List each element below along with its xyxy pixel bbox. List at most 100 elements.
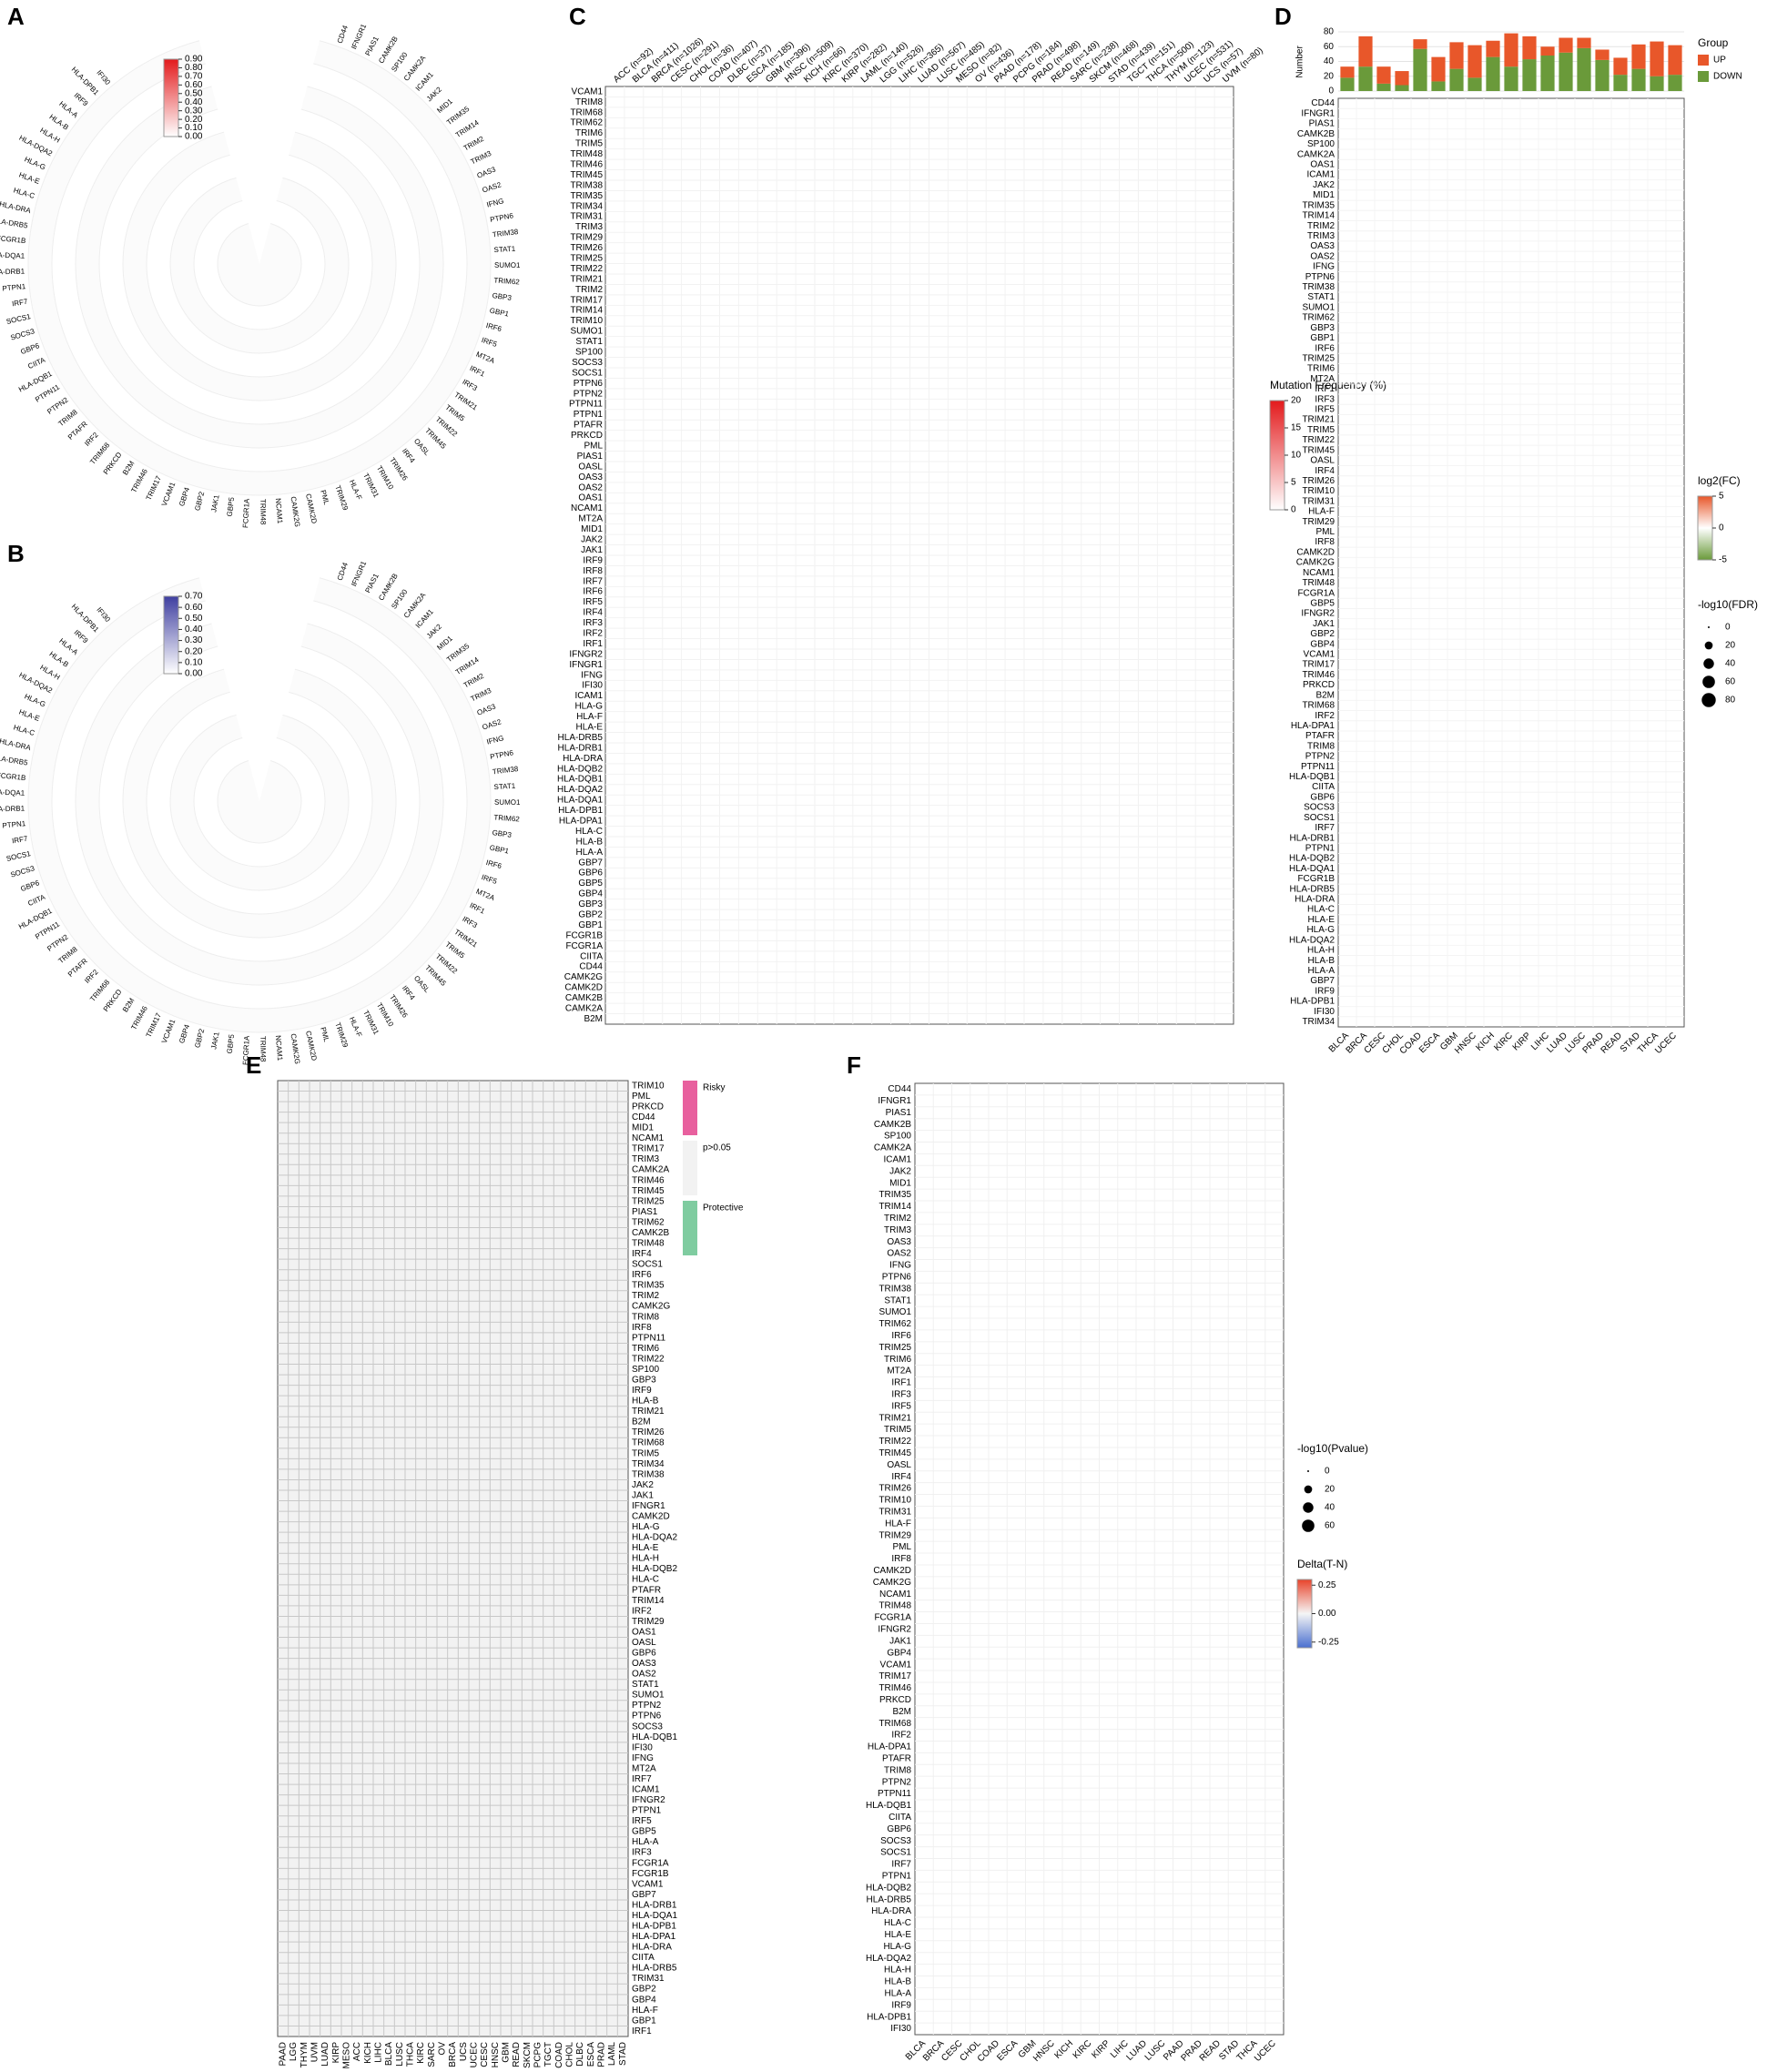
gene-label: TRIM17 <box>145 474 163 502</box>
col-label: BLCA <box>384 2042 394 2066</box>
row-label: HLA-E <box>576 722 604 732</box>
row-label: GBP5 <box>578 879 603 889</box>
gene-label: GBP4 <box>178 486 191 508</box>
gene-label: HLA-G <box>23 155 46 171</box>
legend-tick-label: 10 <box>1291 451 1302 461</box>
gene-label: SUMO1 <box>494 798 521 807</box>
gene-label: HLA-DRA <box>0 199 32 215</box>
row-label: PTPN6 <box>574 379 604 389</box>
y-axis-title: Number <box>1295 46 1305 78</box>
gene-label: TRIM38 <box>492 765 519 776</box>
gene-label: IFI30 <box>95 605 112 624</box>
gene-label: SUMO1 <box>494 261 521 269</box>
legend-tick-label: 0.50 <box>185 614 203 624</box>
bar-segment <box>1613 57 1628 76</box>
col-label: UCEC <box>1253 2038 1278 2064</box>
row-label: SUMO1 <box>1302 302 1335 312</box>
col-label: COAD <box>554 2042 564 2068</box>
row-label: SP100 <box>632 1365 659 1375</box>
legend-tick-label: 0.00 <box>185 669 203 679</box>
row-label: GBP2 <box>1310 629 1335 639</box>
row-label: HLA-H <box>1307 946 1335 956</box>
gene-label: GBP2 <box>193 1028 206 1049</box>
bar-segment <box>1413 39 1427 49</box>
row-label: GBP2 <box>632 1985 656 1995</box>
row-label: CAMK2B <box>632 1228 669 1238</box>
gene-label: GBP1 <box>489 844 510 856</box>
gene-label: TRIM10 <box>375 1001 395 1029</box>
row-label: SOCS1 <box>1304 813 1335 823</box>
legend-size-dot <box>1304 1485 1313 1494</box>
bar-segment <box>1595 49 1610 60</box>
panel-label: A <box>7 3 25 30</box>
row-label: OAS2 <box>632 1670 656 1680</box>
panel-label: B <box>7 540 25 567</box>
legend-tick-label: -0.25 <box>1318 1637 1339 1647</box>
row-label: IRF1 <box>1315 384 1335 394</box>
row-label: TRIM29 <box>570 233 603 243</box>
row-label: GBP4 <box>887 1648 911 1658</box>
row-label: HLA-E <box>885 1930 912 1940</box>
row-label: CAMK2A <box>565 1003 603 1013</box>
row-label: TRIM22 <box>570 264 603 274</box>
row-label: CAMK2G <box>632 1302 670 1312</box>
row-label: HLA-DRA <box>563 754 603 764</box>
row-label: IRF4 <box>1315 466 1335 476</box>
col-label: LUSC <box>1143 2038 1168 2063</box>
legend-size-dot <box>1303 1502 1314 1513</box>
row-label: PTPN6 <box>1305 272 1335 282</box>
gene-label: JAK2 <box>425 622 443 640</box>
row-label: PRKCD <box>571 431 603 441</box>
row-label: IRF2 <box>632 1606 652 1616</box>
row-label: TRIM35 <box>632 1281 665 1291</box>
row-label: HLA-DRB5 <box>632 1964 677 1974</box>
col-label: HNSC <box>491 2042 501 2067</box>
row-label: STAT1 <box>632 1680 659 1690</box>
row-label: GBP7 <box>632 1890 656 1900</box>
row-label: IRF6 <box>583 587 603 597</box>
col-label: PCPG <box>533 2042 543 2068</box>
row-label: PIAS1 <box>886 1108 912 1118</box>
row-label: TRIM68 <box>1302 701 1335 711</box>
row-label: TRIM31 <box>878 1508 911 1518</box>
gene-label: CAMK2G <box>289 1033 301 1065</box>
row-label: HLA-C <box>575 827 603 837</box>
gene-label: TRIM17 <box>145 1011 163 1039</box>
colorbar <box>163 595 179 675</box>
row-label: CAMK2G <box>1296 558 1335 568</box>
col-label: KICH <box>363 2042 373 2064</box>
row-label: PML <box>892 1542 911 1552</box>
col-label: ESCA <box>586 2042 596 2067</box>
row-label: HLA-G <box>1306 925 1335 935</box>
row-label: HLA-B <box>885 1977 912 1987</box>
gene-label: HLA-H <box>38 127 61 145</box>
row-label: GBP2 <box>578 909 603 919</box>
legend-tick-label: 0.50 <box>185 88 203 98</box>
row-label: IRF6 <box>891 1331 911 1341</box>
row-label: TRIM35 <box>570 191 603 201</box>
row-label: SUMO1 <box>878 1307 911 1317</box>
legend-size-label: 20 <box>1725 641 1736 651</box>
bar-segment <box>1358 36 1373 67</box>
row-label: HLA-G <box>632 1522 660 1532</box>
gene-label: FCGR1A <box>241 498 251 529</box>
gene-label: IFNGR1 <box>350 22 368 50</box>
row-label: TRIM46 <box>570 159 603 169</box>
row-label: HLA-DRB1 <box>632 1900 677 1910</box>
panel-label: C <box>569 3 586 30</box>
row-label: PTAFR <box>574 421 603 431</box>
row-label: PTPN11 <box>569 400 603 410</box>
row-label: OAS1 <box>1310 159 1335 169</box>
row-label: HLA-E <box>632 1543 659 1553</box>
colorbar <box>163 58 179 137</box>
row-label: PML <box>1315 527 1335 537</box>
row-label: TRIM22 <box>632 1354 665 1364</box>
row-label: PTAFR <box>632 1585 661 1595</box>
row-label: PTPN2 <box>1305 752 1335 762</box>
row-label: SOCS3 <box>1304 803 1335 813</box>
bar-segment <box>1559 37 1573 53</box>
row-label: HLA-F <box>576 712 603 722</box>
row-label: HLA-DRB5 <box>558 733 604 743</box>
gene-label: ICAM1 <box>414 70 435 93</box>
legend-size-dot <box>1302 1519 1315 1532</box>
